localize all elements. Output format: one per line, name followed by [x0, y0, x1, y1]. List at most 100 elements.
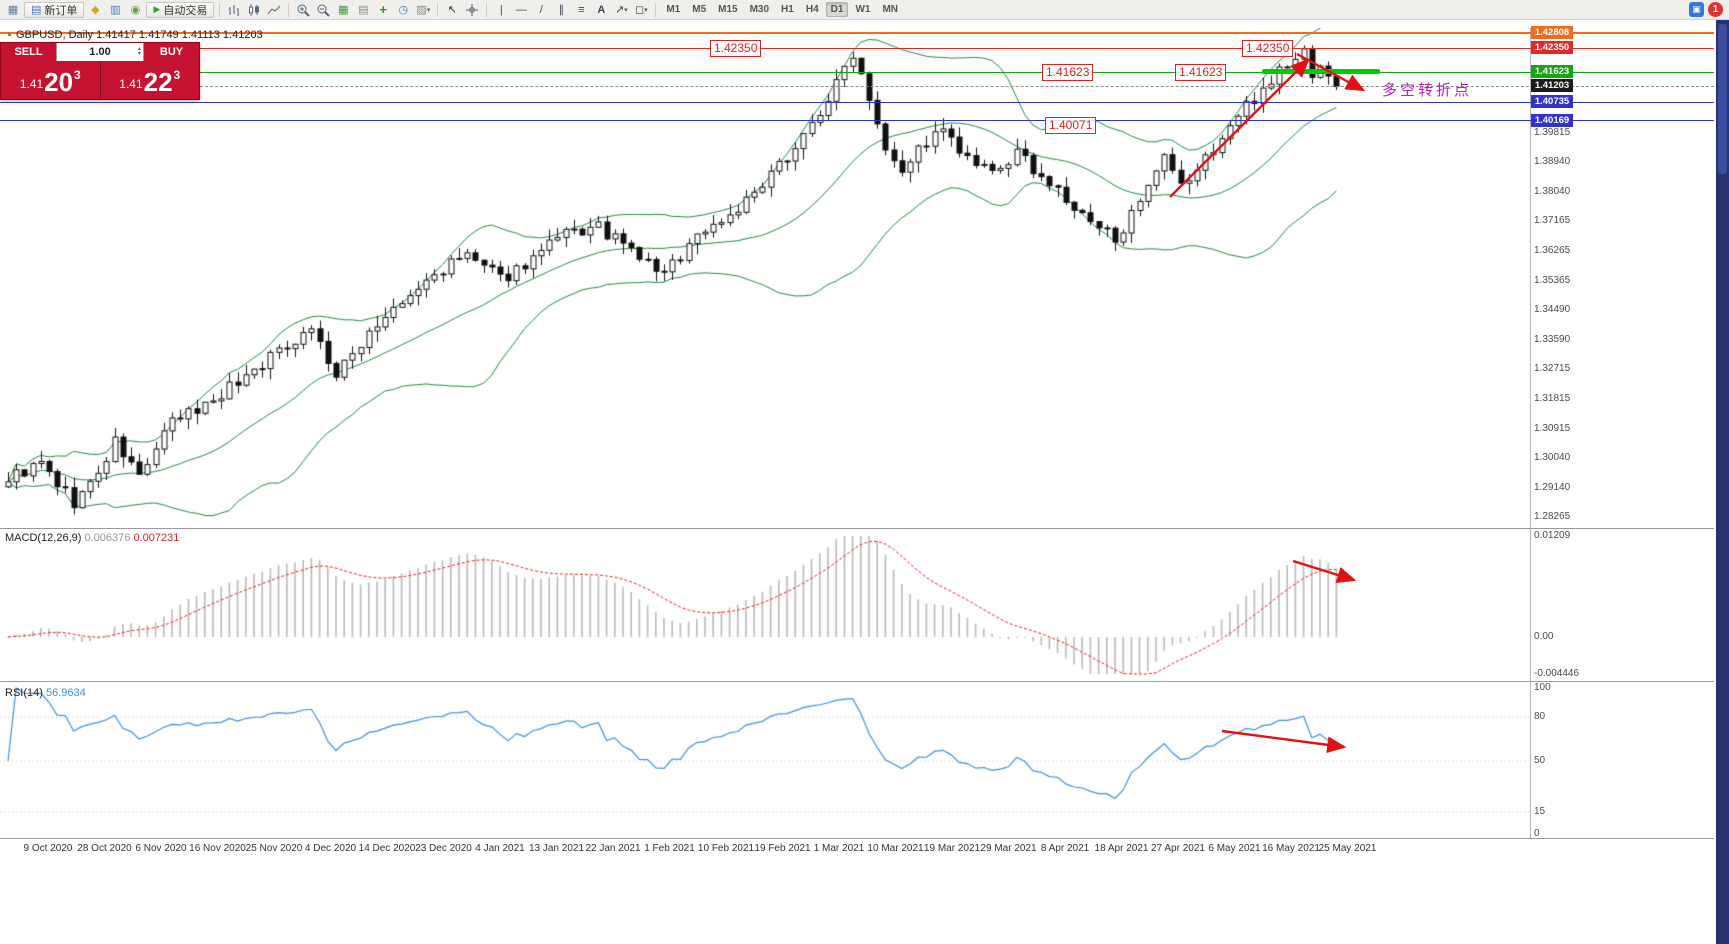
price-level-line-1.40735[interactable]	[0, 101, 1714, 103]
community-icon[interactable]: ▣	[1689, 2, 1704, 17]
price-chart-canvas[interactable]	[0, 28, 1530, 528]
horizontal-line-tool-icon[interactable]: —	[515, 3, 527, 16]
price-level-line-1.40169[interactable]	[0, 120, 1714, 122]
notification-badge[interactable]: 1	[1708, 2, 1723, 17]
time-axis-label: 28 Oct 2020	[77, 843, 132, 854]
time-axis-label: 6 May 2021	[1208, 843, 1261, 854]
time-axis-label: 13 Jan 2021	[528, 843, 585, 854]
zoom-out-icon[interactable]	[314, 2, 332, 18]
price-axis-label: 1.30040	[1534, 452, 1571, 464]
turning-point-label[interactable]: 多空转折点	[1382, 82, 1473, 99]
auto-trading-button[interactable]: ▶ 自动交易	[146, 1, 215, 18]
spin-up-icon[interactable]: ▴	[137, 46, 141, 52]
navigator-icon[interactable]: ◉	[130, 4, 141, 16]
macd-label: MACD(12,26,9)	[5, 532, 82, 544]
price-level-line-1.42350[interactable]	[0, 47, 1714, 49]
macd-axis-label: -0.004446	[1534, 668, 1580, 679]
time-axis-label: 4 Dec 2020	[304, 843, 357, 854]
text-tool-icon[interactable]: A	[597, 3, 606, 16]
price-level-line-1.42808[interactable]	[0, 31, 1714, 34]
new-order-button[interactable]: ▤ 新订单	[24, 1, 85, 18]
annotation-price-box[interactable]: 1.41623	[1042, 64, 1094, 81]
fibonacci-tool-icon[interactable]: ≡	[578, 3, 585, 16]
panel-separator[interactable]	[0, 838, 1714, 839]
crosshair-icon[interactable]	[463, 2, 481, 18]
annotation-price-box[interactable]: 1.42350	[710, 40, 762, 57]
timeframe-M1[interactable]: M1	[666, 4, 681, 15]
bid-price-display[interactable]: 1.41 20 3	[1, 61, 100, 99]
macd-panel-canvas[interactable]	[0, 530, 1530, 680]
timeframe-H4[interactable]: H4	[805, 4, 819, 15]
line-chart-icon[interactable]	[265, 2, 283, 18]
new-chart-icon[interactable]: ▦	[7, 4, 19, 16]
timeframe-D1[interactable]: D1	[825, 2, 849, 17]
arrows-tool-icon[interactable]: ↗ ▾	[614, 4, 628, 16]
periods-icon[interactable]: ◷	[398, 4, 409, 16]
scrollbar-thumb[interactable]	[1718, 24, 1727, 174]
timeframe-MN[interactable]: MN	[882, 4, 898, 15]
price-axis-label: 1.30915	[1534, 423, 1571, 435]
price-level-line-1.41623[interactable]	[0, 71, 1714, 73]
time-axis-label: 16 Nov 2020	[189, 843, 246, 854]
ask-prefix: 1.41	[119, 77, 143, 91]
market-watch-icon[interactable]: ▥	[110, 4, 121, 16]
time-axis-label: 18 Apr 2021	[1094, 843, 1149, 854]
time-axis-label: 25 Nov 2020	[245, 843, 303, 854]
auto-trading-label: 自动交易	[163, 4, 208, 17]
rsi-panel-canvas[interactable]	[0, 684, 1530, 838]
price-axis-label: 1.38940	[1534, 155, 1571, 167]
price-axis-label: 1.35365	[1534, 274, 1571, 286]
price-axis-border	[1530, 28, 1531, 838]
shapes-tool-icon[interactable]: ◻ ▾	[635, 4, 648, 16]
toolbar-separator	[288, 2, 290, 17]
bar-chart-icon[interactable]	[225, 2, 243, 18]
timeframe-M30[interactable]: M30	[749, 4, 770, 15]
rsi-axis-label: 50	[1534, 755, 1546, 766]
indicators-icon[interactable]: +	[379, 2, 388, 17]
ask-price-display[interactable]: 1.41 22 3	[99, 61, 200, 99]
price-axis-label: 1.33590	[1534, 333, 1571, 345]
zoom-in-icon[interactable]	[294, 2, 312, 18]
macd-indicator-label: MACD(12,26,9) 0.006376 0.007231	[5, 532, 179, 544]
rsi-indicator-label: RSI(14) 56.9634	[5, 687, 86, 699]
vertical-line-tool-icon[interactable]: |	[499, 3, 503, 16]
candlestick-chart-icon[interactable]	[245, 2, 263, 18]
timeframe-M15[interactable]: M15	[718, 4, 738, 15]
price-level-line-1.41203[interactable]	[0, 85, 1714, 87]
rsi-label: RSI(14)	[5, 687, 43, 699]
vertical-scrollbar[interactable]	[1716, 20, 1729, 944]
buy-button[interactable]: BUY	[144, 43, 199, 61]
time-axis-label: 25 May 2021	[1318, 843, 1377, 854]
time-axis-label: 1 Feb 2021	[644, 843, 695, 854]
timeframe-H1[interactable]: H1	[781, 4, 794, 15]
timeframe-M5[interactable]: M5	[692, 4, 707, 15]
toolbar-separator	[437, 2, 439, 17]
panel-separator[interactable]	[0, 681, 1714, 682]
tile-windows-icon[interactable]: ▦	[338, 4, 349, 16]
annotation-price-box[interactable]: 1.42350	[1242, 40, 1294, 57]
ask-pipette: 3	[173, 68, 181, 82]
chart-ohlc-values: 1.41417 1.41749 1.41113 1.41203	[96, 29, 263, 41]
cursor-icon[interactable]: ↖	[447, 4, 457, 16]
play-icon: ▶	[153, 4, 161, 14]
panel-separator[interactable]	[0, 528, 1714, 529]
arrange-windows-icon[interactable]: ▤	[358, 4, 369, 16]
macd-signal-value: 0.007231	[133, 532, 180, 544]
spin-down-icon[interactable]: ▾	[137, 51, 141, 57]
annotation-price-box[interactable]: 1.41623	[1175, 64, 1227, 81]
templates-icon[interactable]: ▨ ▾	[416, 4, 431, 16]
trendline-tool-icon[interactable]: /	[539, 3, 543, 16]
price-axis-label: 1.34490	[1534, 303, 1571, 315]
time-axis-label: 4 Jan 2021	[475, 843, 525, 854]
ask-big-digits: 22	[143, 67, 173, 97]
sell-button[interactable]: SELL	[1, 43, 56, 61]
volume-input[interactable]: 1.00 ▴ ▾	[56, 43, 144, 61]
annotation-price-box[interactable]: 1.40071	[1045, 117, 1097, 134]
channel-tool-icon[interactable]: ∥	[558, 4, 565, 16]
timeframe-W1[interactable]: W1	[855, 4, 871, 15]
rsi-axis-label: 0	[1534, 828, 1540, 839]
volume-spinner[interactable]: ▴ ▾	[137, 46, 141, 57]
support-highlight-line[interactable]	[1262, 68, 1380, 74]
profiles-icon[interactable]: ◆	[91, 4, 100, 16]
